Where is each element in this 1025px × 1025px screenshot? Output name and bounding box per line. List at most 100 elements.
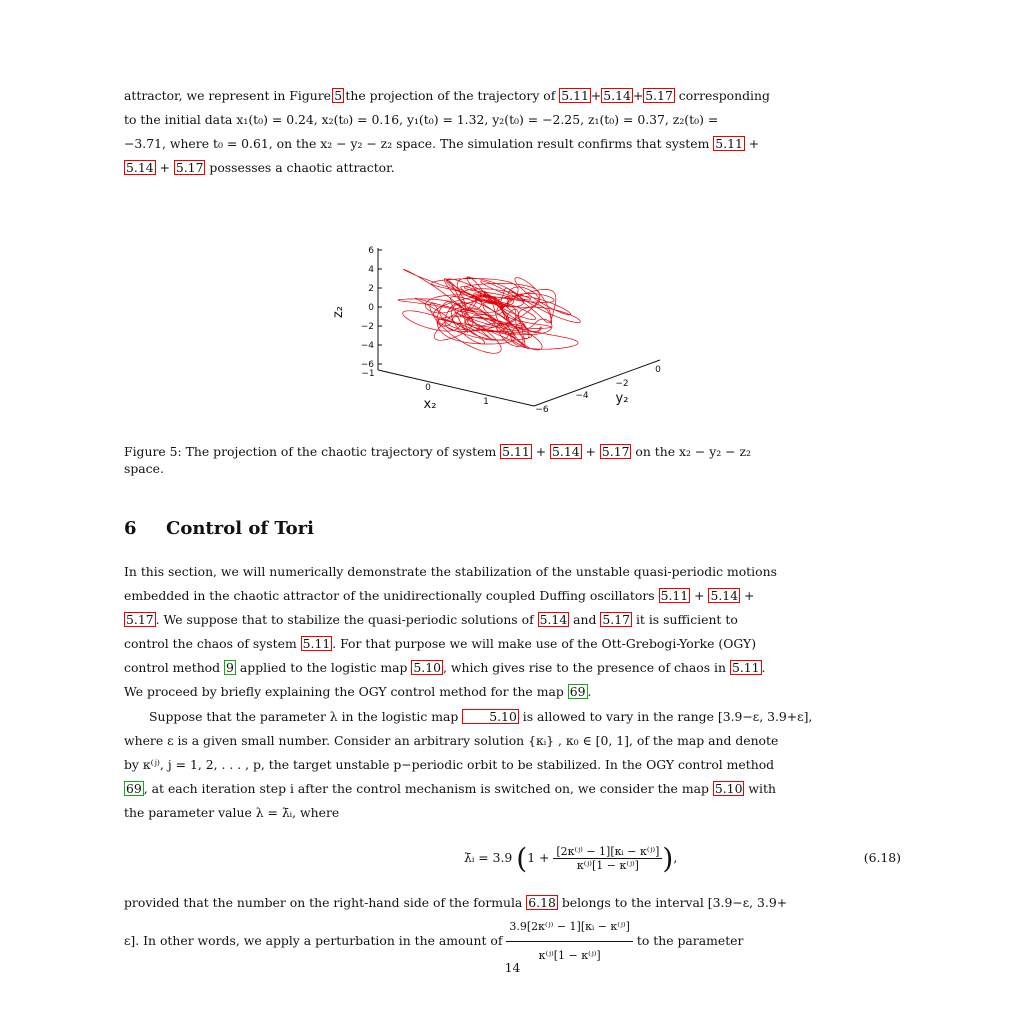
equation-ref-5-14[interactable]: 5.14: [601, 88, 633, 103]
body-text: Suppose that the parameter λ in the logi…: [149, 709, 459, 724]
body-text: where ε is a given small number. Conside…: [124, 733, 779, 748]
section-title: Control of Tori: [166, 518, 314, 539]
equation-ref-5-14[interactable]: 5.14: [550, 444, 582, 459]
body-text: provided that the number on the right-ha…: [124, 895, 523, 910]
body-text: and: [573, 612, 597, 627]
body-text: . We suppose that to stabilize the quasi…: [155, 612, 534, 627]
equation-ref-5-17[interactable]: 5.17: [600, 612, 633, 627]
section-number: 6: [124, 518, 137, 539]
equation-number: (6.18): [863, 850, 901, 865]
intro-text: corresponding: [678, 88, 770, 103]
equation-ref-5-11[interactable]: 5.11: [559, 88, 591, 103]
body-paragraph-2: Suppose that the parameter λ in the logi…: [124, 705, 901, 825]
z-tick-label: 0: [368, 303, 374, 313]
fraction-numerator: [2κ⁽ʲ⁾ − 1][κᵢ − κ⁽ʲ⁾]: [553, 845, 663, 859]
left-paren: (: [516, 842, 528, 875]
equation-ref-5-11[interactable]: 5.11: [713, 136, 745, 151]
z-tick-label: −6: [361, 360, 375, 370]
body-text: control method: [124, 660, 221, 675]
equation-ref-5-17[interactable]: 5.17: [643, 88, 675, 103]
intro-paragraph: attractor, we represent in Figure 5 the …: [124, 84, 901, 180]
y-tick-label: −2: [615, 379, 628, 389]
x-axis-ticks: −1 0 1: [361, 369, 489, 407]
equation-ref-5-17[interactable]: 5.17: [599, 444, 632, 459]
section-heading: 6 Control of Tori: [124, 518, 314, 539]
body-text: belongs to the interval [3.9−ε, 3.9+: [561, 895, 788, 910]
equation-ref-5-14[interactable]: 5.14: [537, 612, 570, 627]
equation-ref-5-10[interactable]: 5.10: [712, 781, 745, 796]
caption-text: Figure 5: The projection of the chaotic …: [124, 444, 497, 459]
figure-ref-5[interactable]: 5: [332, 88, 345, 103]
citation-69[interactable]: 69: [124, 781, 144, 796]
trajectory-curve: [397, 268, 581, 354]
body-paragraph-1: In this section, we will numerically dem…: [124, 560, 901, 704]
fraction-denominator: κ⁽ʲ⁾[1 − κ⁽ʲ⁾]: [576, 859, 639, 872]
equation-tail: ,: [673, 850, 678, 865]
z-tick-label: 2: [368, 284, 374, 294]
body-text: ε]. In other words, we apply a perturbat…: [124, 933, 503, 948]
page-number: 14: [504, 960, 521, 975]
equation-term: 1 +: [527, 850, 550, 865]
body-text: , at each iteration step i after the con…: [143, 781, 709, 796]
x-axis-label: x₂: [424, 397, 437, 412]
z-axis-label: z₂: [331, 306, 346, 318]
z-tick-label: 6: [368, 246, 374, 256]
y-axis-line: [533, 359, 661, 407]
equation-ref-5-14[interactable]: 5.14: [708, 588, 741, 603]
equation-ref-5-11[interactable]: 5.11: [500, 444, 532, 459]
y-axis-ticks: 0 −2 −4 −6: [535, 365, 661, 415]
trajectory-3d-plot: 6 4 2 0 −2 −4 −6 −1 0 1 0 −2 −4 −6 z₂ x₂ y₂: [331, 246, 661, 415]
fraction-denominator: κ⁽ʲ⁾[1 − κ⁽ʲ⁾]: [538, 949, 601, 962]
intro-line-3: −3.71, where t₀ = 0.61, on the x₂ − y₂ −…: [124, 136, 710, 151]
body-text: applied to the logistic map: [239, 660, 408, 675]
caption-line-2: space.: [124, 461, 164, 476]
intro-line-4: possesses a chaotic attractor.: [209, 160, 395, 175]
fraction-numerator: 3.9[2κ⁽ʲ⁾ − 1][κᵢ − κ⁽ʲ⁾]: [506, 913, 633, 942]
body-text: the parameter value λ = λ̄ᵢ, where: [124, 805, 340, 820]
x-tick-label: −1: [361, 369, 374, 379]
body-paragraph-3: provided that the number on the right-ha…: [124, 893, 901, 970]
body-text: with: [748, 781, 776, 796]
body-text: control the chaos of system: [124, 636, 297, 651]
figure-caption: Figure 5: The projection of the chaotic …: [124, 443, 901, 477]
figure-5-plot: 6 4 2 0 −2 −4 −6 −1 0 1 0 −2 −4 −6 z₂ x₂ y₂: [320, 240, 680, 420]
body-text: embedded in the chaotic attractor of the…: [124, 588, 655, 603]
citation-69[interactable]: 69: [567, 684, 588, 699]
x-tick-label: 0: [425, 383, 431, 393]
body-text: it is sufficient to: [635, 612, 738, 627]
citation-9[interactable]: 9: [224, 660, 236, 675]
equation-ref-6-18[interactable]: 6.18: [526, 895, 558, 910]
chaotic-trajectory: [397, 268, 581, 354]
equation-ref-5-10[interactable]: 5.10: [462, 709, 519, 724]
equation-ref-5-17[interactable]: 5.17: [124, 612, 156, 627]
body-text: , which gives rise to the presence of ch…: [442, 660, 726, 675]
equation-ref-5-17[interactable]: 5.17: [173, 160, 206, 175]
equation-lhs: λ̄ᵢ = 3.9: [464, 850, 513, 865]
x-axis-line: [377, 369, 535, 407]
equation-ref-5-10[interactable]: 5.10: [411, 660, 443, 675]
right-paren: ): [662, 842, 674, 875]
equation-ref-5-11[interactable]: 5.11: [300, 636, 333, 651]
caption-text: on the x₂ − y₂ − z₂: [635, 444, 751, 459]
z-tick-label: −2: [361, 322, 374, 332]
z-tick-label: 4: [368, 265, 374, 275]
intro-text: the projection of the trajectory of: [345, 88, 556, 103]
body-text: We proceed by briefly explaining the OGY…: [124, 684, 564, 699]
perturbation-fraction: 3.9[2κ⁽ʲ⁾ − 1][κᵢ − κ⁽ʲ⁾] κ⁽ʲ⁾[1 − κ⁽ʲ⁾]: [506, 913, 633, 970]
intro-line-2: to the initial data x₁(t₀) = 0.24, x₂(t₀…: [124, 112, 719, 127]
y-tick-label: 0: [655, 365, 661, 375]
y-axis-label: y₂: [616, 391, 629, 406]
body-text: In this section, we will numerically dem…: [124, 564, 777, 579]
x-tick-label: 1: [483, 397, 489, 407]
equation-ref-5-14[interactable]: 5.14: [124, 160, 156, 175]
equation-ref-5-11[interactable]: 5.11: [729, 660, 762, 675]
y-tick-label: −4: [575, 391, 589, 401]
z-tick-label: −4: [361, 341, 375, 351]
equation-ref-5-11[interactable]: 5.11: [658, 588, 691, 603]
body-text: . For that purpose we will make use of t…: [332, 636, 757, 651]
body-text: to the parameter: [636, 933, 744, 948]
body-text: by κ⁽ʲ⁾, j = 1, 2, . . . , p, the target…: [124, 757, 775, 772]
equation-fraction: [2κ⁽ʲ⁾ − 1][κᵢ − κ⁽ʲ⁾] κ⁽ʲ⁾[1 − κ⁽ʲ⁾]: [553, 845, 663, 872]
y-tick-label: −6: [535, 405, 549, 415]
